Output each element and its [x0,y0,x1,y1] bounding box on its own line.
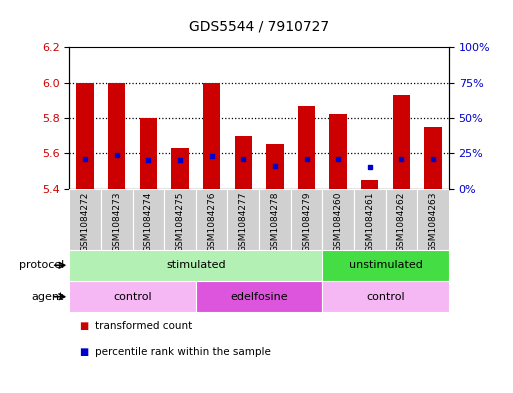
Bar [361,180,379,189]
Bar [164,189,196,250]
Text: unstimulated: unstimulated [349,260,423,270]
Text: GSM1084273: GSM1084273 [112,192,121,252]
Bar [196,189,227,250]
Bar [291,189,322,250]
Text: GSM1084279: GSM1084279 [302,192,311,252]
Text: GSM1084261: GSM1084261 [365,192,374,252]
Text: control: control [366,292,405,302]
Text: GSM1084272: GSM1084272 [81,192,90,252]
Bar [329,114,347,189]
Bar [298,105,315,189]
Text: GSM1084263: GSM1084263 [428,192,438,252]
Bar [227,189,259,250]
Bar [108,83,125,189]
Text: percentile rank within the sample: percentile rank within the sample [95,347,271,357]
Bar [76,83,94,189]
Bar [69,281,196,312]
Text: GSM1084260: GSM1084260 [333,192,343,252]
Bar [234,136,252,189]
Text: GSM1084274: GSM1084274 [144,192,153,252]
Bar [101,189,132,250]
Text: GSM1084275: GSM1084275 [175,192,185,252]
Bar [140,118,157,189]
Bar [424,127,442,189]
Text: GSM1084276: GSM1084276 [207,192,216,252]
Text: ■: ■ [80,321,89,331]
Bar [69,250,322,281]
Text: protocol: protocol [19,260,64,270]
Bar [354,189,386,250]
Bar [259,189,291,250]
Text: stimulated: stimulated [166,260,226,270]
Bar [417,189,449,250]
Bar [203,83,220,189]
Text: control: control [113,292,152,302]
Bar [386,189,417,250]
Text: GDS5544 / 7910727: GDS5544 / 7910727 [189,20,329,34]
Text: ■: ■ [80,347,89,357]
Text: agent: agent [32,292,64,302]
Bar [69,189,101,250]
Bar [171,148,189,189]
Text: GSM1084262: GSM1084262 [397,192,406,252]
Text: GSM1084278: GSM1084278 [270,192,280,252]
Bar [322,250,449,281]
Bar [393,95,410,189]
Bar [132,189,164,250]
Text: edelfosine: edelfosine [230,292,288,302]
Bar [196,281,322,312]
Text: GSM1084277: GSM1084277 [239,192,248,252]
Text: transformed count: transformed count [95,321,192,331]
Bar [266,144,284,189]
Bar [322,281,449,312]
Bar [322,189,354,250]
